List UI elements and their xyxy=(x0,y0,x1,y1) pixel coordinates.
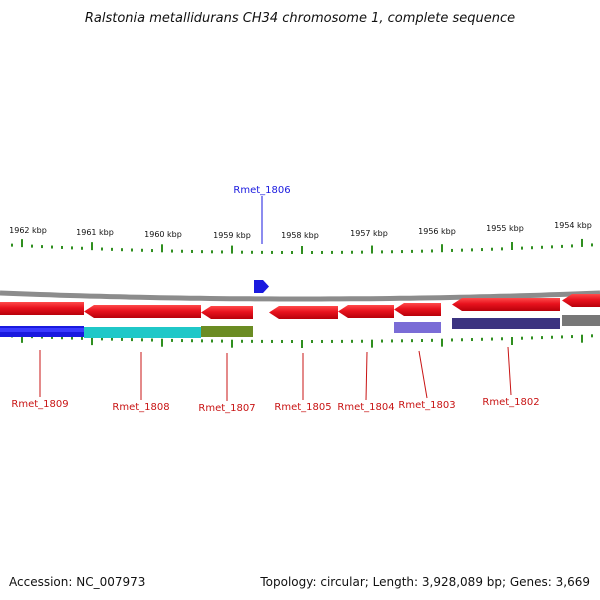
accession-text: Accession: NC_007973 xyxy=(9,575,145,589)
cog-highlight xyxy=(0,328,84,332)
map-title: Ralstonia metallidurans CH34 chromosome … xyxy=(85,11,515,26)
gene-label-rmet-1806[interactable]: Rmet_1806 xyxy=(233,185,290,196)
kbp-label: 1955 kbp xyxy=(486,224,524,233)
gene-label-rmet-1802[interactable]: Rmet_1802 xyxy=(482,397,539,408)
gene-label-rmet-1804[interactable]: Rmet_1804 xyxy=(337,402,394,413)
backbone xyxy=(0,290,600,302)
cog-color-bar xyxy=(394,322,441,333)
gene-label-rmet-1803[interactable]: Rmet_1803 xyxy=(398,400,455,411)
cog-color-bar xyxy=(201,326,253,337)
gene-leader-line xyxy=(418,350,428,399)
chromosome-backbone xyxy=(0,290,600,302)
kbp-label: 1959 kbp xyxy=(213,231,251,240)
gene-leader-line xyxy=(365,351,368,401)
kbp-label: 1961 kbp xyxy=(76,228,114,237)
cog-color-bar xyxy=(452,318,560,329)
cog-color-bar xyxy=(562,315,600,326)
reverse-gene-arrow xyxy=(452,298,560,311)
genes xyxy=(0,280,600,338)
kbp-label: 1960 kbp xyxy=(144,230,182,239)
summary-text: Topology: circular; Length: 3,928,089 bp… xyxy=(259,575,590,589)
kbp-label: 1957 kbp xyxy=(350,229,388,238)
reverse-gene-arrow xyxy=(0,302,84,315)
kbp-label: 1958 kbp xyxy=(281,231,319,240)
gene-labels: Rmet_1806 Rmet_1809 Rmet_1808 Rmet_1807 Rmet… xyxy=(11,185,539,414)
reverse-gene-arrow xyxy=(562,294,600,307)
reverse-gene-arrow xyxy=(338,305,394,318)
forward-gene-arrow xyxy=(254,280,269,293)
reverse-gene-arrow xyxy=(201,306,253,319)
gene-label-rmet-1808[interactable]: Rmet_1808 xyxy=(112,402,169,413)
gene-label-rmet-1809[interactable]: Rmet_1809 xyxy=(11,399,68,410)
reverse-gene-arrow xyxy=(84,305,201,318)
reverse-gene-arrow xyxy=(394,303,441,316)
cog-color-bar xyxy=(84,327,201,338)
gene-label-rmet-1805[interactable]: Rmet_1805 xyxy=(274,402,331,413)
kbp-label: 1956 kbp xyxy=(418,227,456,236)
kbp-label: 1954 kbp xyxy=(554,221,592,230)
kbp-label: 1962 kbp xyxy=(9,226,47,235)
kbp-labels: 1962 kbp 1961 kbp 1960 kbp 1959 kbp 1958 kbp… xyxy=(9,221,592,240)
reverse-gene-arrow xyxy=(269,306,338,319)
gene-leader-line xyxy=(507,346,512,396)
gene-label-rmet-1807[interactable]: Rmet_1807 xyxy=(198,403,255,414)
